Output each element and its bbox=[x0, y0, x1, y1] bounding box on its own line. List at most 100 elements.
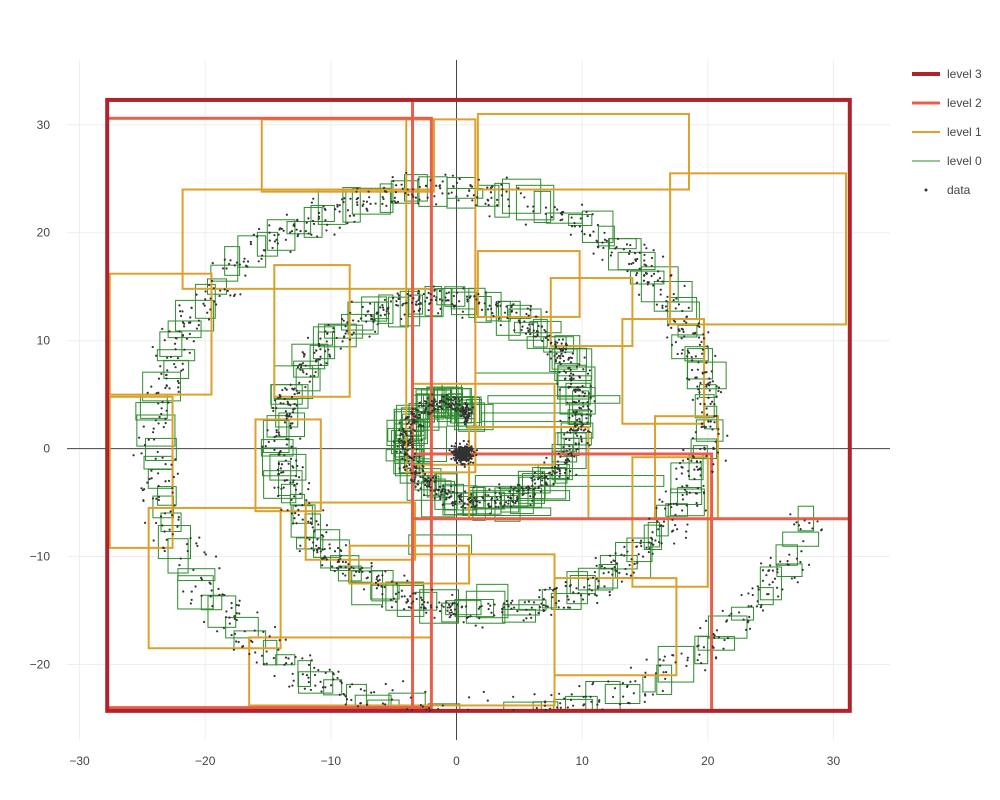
data-point bbox=[629, 244, 632, 247]
data-point bbox=[555, 471, 558, 474]
data-point bbox=[670, 505, 673, 509]
data-point bbox=[544, 330, 547, 333]
data-point bbox=[595, 239, 598, 242]
data-point bbox=[482, 690, 485, 693]
data-point bbox=[348, 214, 352, 217]
data-point bbox=[391, 176, 394, 179]
data-point bbox=[570, 454, 573, 457]
data-point bbox=[680, 652, 683, 655]
data-point bbox=[642, 279, 646, 282]
data-point bbox=[670, 326, 673, 329]
data-point bbox=[408, 438, 411, 441]
data-point bbox=[508, 490, 511, 493]
data-point bbox=[398, 428, 401, 432]
data-point bbox=[279, 467, 282, 470]
data-point bbox=[301, 518, 304, 521]
data-point bbox=[421, 705, 425, 708]
data-point bbox=[564, 437, 568, 441]
data-point bbox=[420, 606, 423, 609]
data-point bbox=[348, 568, 351, 571]
data-point bbox=[537, 611, 540, 615]
data-point bbox=[465, 457, 468, 461]
data-point bbox=[423, 472, 427, 476]
data-point bbox=[399, 433, 402, 437]
data-point bbox=[380, 585, 383, 588]
data-point bbox=[593, 400, 596, 403]
data-point bbox=[568, 445, 571, 448]
data-point bbox=[573, 424, 577, 427]
data-point bbox=[717, 636, 720, 639]
data-point bbox=[375, 312, 378, 315]
level-0-box bbox=[604, 683, 641, 705]
data-point bbox=[159, 515, 163, 518]
level-0-box bbox=[280, 483, 297, 504]
data-point bbox=[569, 431, 572, 434]
data-point bbox=[420, 439, 423, 442]
data-point bbox=[417, 472, 421, 475]
data-point bbox=[310, 547, 313, 550]
data-point bbox=[569, 385, 572, 388]
data-point bbox=[558, 388, 562, 391]
level-0-box bbox=[598, 563, 619, 589]
level-0-box bbox=[351, 187, 391, 215]
data-point bbox=[322, 509, 325, 512]
data-point bbox=[464, 453, 467, 456]
legend-item: level 1 bbox=[912, 125, 982, 139]
level-0-box bbox=[157, 525, 192, 560]
data-point bbox=[418, 423, 422, 426]
level-0-box bbox=[296, 537, 324, 550]
data-point bbox=[350, 698, 353, 702]
data-point bbox=[438, 601, 441, 604]
level-1-box bbox=[108, 395, 174, 549]
data-point bbox=[709, 402, 712, 405]
data-point bbox=[556, 341, 559, 344]
y-tick-label: −10 bbox=[30, 550, 51, 564]
data-point bbox=[496, 304, 499, 308]
data-point bbox=[498, 483, 501, 486]
data-point bbox=[414, 408, 417, 411]
data-point bbox=[339, 347, 342, 350]
data-point bbox=[481, 626, 484, 629]
data-point bbox=[159, 365, 162, 368]
data-point bbox=[440, 604, 443, 607]
level-0-box bbox=[290, 504, 316, 538]
data-point bbox=[585, 413, 589, 416]
data-point bbox=[557, 606, 560, 609]
data-point bbox=[313, 666, 316, 669]
data-point bbox=[322, 557, 325, 560]
data-point bbox=[747, 605, 750, 608]
data-point bbox=[586, 421, 589, 424]
data-point bbox=[605, 239, 608, 243]
data-point bbox=[578, 406, 581, 410]
data-point bbox=[769, 564, 772, 567]
data-point bbox=[433, 407, 436, 410]
data-point bbox=[453, 501, 456, 504]
data-point bbox=[400, 589, 403, 592]
data-point bbox=[440, 493, 443, 496]
data-point bbox=[688, 491, 691, 494]
data-point bbox=[568, 438, 571, 442]
data-point bbox=[438, 401, 441, 404]
data-point bbox=[698, 343, 701, 346]
data-point bbox=[693, 477, 696, 481]
data-point bbox=[571, 352, 574, 355]
level-0-box bbox=[653, 280, 693, 312]
data-point bbox=[532, 488, 535, 491]
level-0-box bbox=[566, 571, 588, 605]
data-point bbox=[517, 187, 520, 190]
data-point bbox=[464, 413, 467, 416]
data-point bbox=[562, 606, 566, 609]
data-point bbox=[458, 449, 462, 452]
level-1-box bbox=[468, 425, 590, 520]
data-point bbox=[291, 422, 294, 425]
data-point bbox=[246, 265, 249, 268]
data-point bbox=[690, 355, 693, 359]
data-point bbox=[570, 356, 573, 360]
data-point bbox=[448, 606, 451, 609]
data-point bbox=[719, 391, 723, 394]
level-0-box bbox=[263, 470, 303, 499]
data-point bbox=[427, 308, 430, 312]
data-point bbox=[321, 564, 324, 567]
data-point bbox=[466, 419, 469, 422]
data-point bbox=[452, 396, 455, 399]
